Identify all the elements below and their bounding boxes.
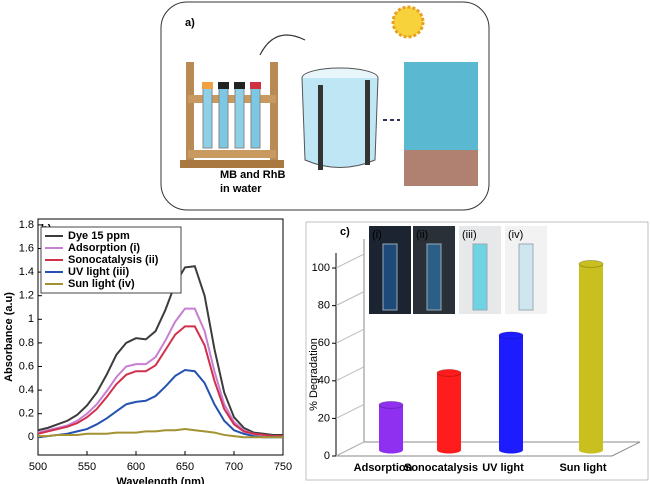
legend-box	[40, 226, 182, 294]
inset-cuvette	[426, 243, 442, 311]
bar	[379, 404, 403, 450]
bar-base	[579, 446, 603, 454]
plot-frame	[37, 218, 284, 456]
grid-line	[335, 403, 365, 419]
sun	[391, 5, 425, 39]
panel-label: a)	[185, 17, 195, 29]
panel-c: 0 20 40 60 80 100 % Degradation c) AdsorptionSon…	[305, 221, 649, 481]
y-tick-label: 1.4	[19, 266, 34, 278]
bar	[437, 372, 461, 450]
y-tick-label: 0	[28, 431, 34, 443]
x-tick-label: 500	[29, 461, 47, 473]
y-tick-label: 1.2	[19, 290, 34, 302]
grid-line	[335, 366, 365, 382]
legend-label: Sonocatalysis (ii)	[68, 254, 159, 266]
series-line	[37, 307, 283, 438]
arrow	[259, 34, 306, 56]
y-tick-label: 100	[312, 262, 330, 274]
outer-frame	[305, 221, 649, 481]
y-tick-label: 0.2	[19, 408, 34, 420]
series-line	[37, 325, 283, 438]
panel-label: c)	[340, 226, 350, 238]
caption: in water	[220, 183, 262, 195]
y-axis-label: % Degradation	[308, 338, 320, 411]
bar	[499, 335, 523, 450]
bar-base	[379, 446, 403, 454]
x-tick-label: 750	[274, 461, 292, 473]
legend-label: UV light (iii)	[68, 266, 129, 278]
series-line	[37, 265, 283, 436]
bar-base	[437, 446, 461, 454]
bar-top	[498, 331, 524, 340]
bar-top	[378, 400, 404, 409]
inset-cuvette	[518, 243, 534, 311]
y-tick-label: 60	[318, 337, 330, 349]
test-tube-rack	[180, 62, 284, 168]
x-tick-label: UV light	[482, 462, 524, 474]
inset-label: (i)	[372, 229, 382, 241]
y-tick-label: 1	[28, 313, 34, 325]
y-tick-label: 0.6	[19, 360, 34, 372]
x-tick-label: 550	[78, 461, 96, 473]
series-line	[37, 369, 283, 439]
grid-line	[335, 441, 365, 457]
bar-top	[578, 259, 604, 268]
y-tick-label: 80	[318, 300, 330, 312]
x-axis-label: Wavelength (nm)	[116, 476, 205, 484]
grid-line	[335, 253, 365, 269]
y-tick-label: 40	[318, 375, 330, 387]
inset-label: (ii)	[416, 229, 428, 241]
beaker	[301, 67, 379, 170]
series-line	[38, 428, 283, 439]
grid-line	[335, 291, 365, 307]
y-axis-label: Absorbance (a.u)	[3, 292, 15, 382]
legend-label: Dye 15 ppm	[68, 230, 130, 242]
bar-top	[436, 368, 462, 377]
x-tick-label: Sonocatalysis	[404, 462, 478, 474]
bar	[579, 263, 603, 450]
panel-a: a) MB and RhB in	[160, 1, 490, 211]
y-tick-label: 0.4	[19, 384, 34, 396]
y-tick-label: 1.6	[19, 242, 34, 254]
inset-cuvette	[472, 243, 488, 311]
x-tick-label: 600	[127, 461, 145, 473]
bar-base	[499, 446, 523, 454]
x-tick-label: 650	[176, 461, 194, 473]
y-tick-label: 0	[324, 450, 330, 462]
y-tick-label: 20	[318, 412, 330, 424]
legend-label: Adsorption (i)	[68, 242, 140, 254]
inset-label: (iii)	[462, 229, 477, 241]
y-tick-label: 1.8	[19, 219, 34, 231]
legend-label: Sun light (iv)	[68, 278, 135, 290]
inset-cuvette	[382, 243, 398, 311]
x-tick-label: Sun light	[559, 462, 606, 474]
inset-label: (iv)	[508, 229, 523, 241]
caption: MB and RhB	[220, 169, 285, 181]
y-tick-label: 0.8	[19, 337, 34, 349]
panel-b: 0 0.2 0.4 0.6 0.8 1 1.2 1.4 1.6 1.8 500 550 600 650 70…	[3, 218, 292, 484]
x-tick-label: 700	[225, 461, 243, 473]
x-tick-label: Adsorption	[354, 462, 413, 474]
grid-line	[335, 328, 365, 344]
photo-ground	[404, 150, 478, 186]
